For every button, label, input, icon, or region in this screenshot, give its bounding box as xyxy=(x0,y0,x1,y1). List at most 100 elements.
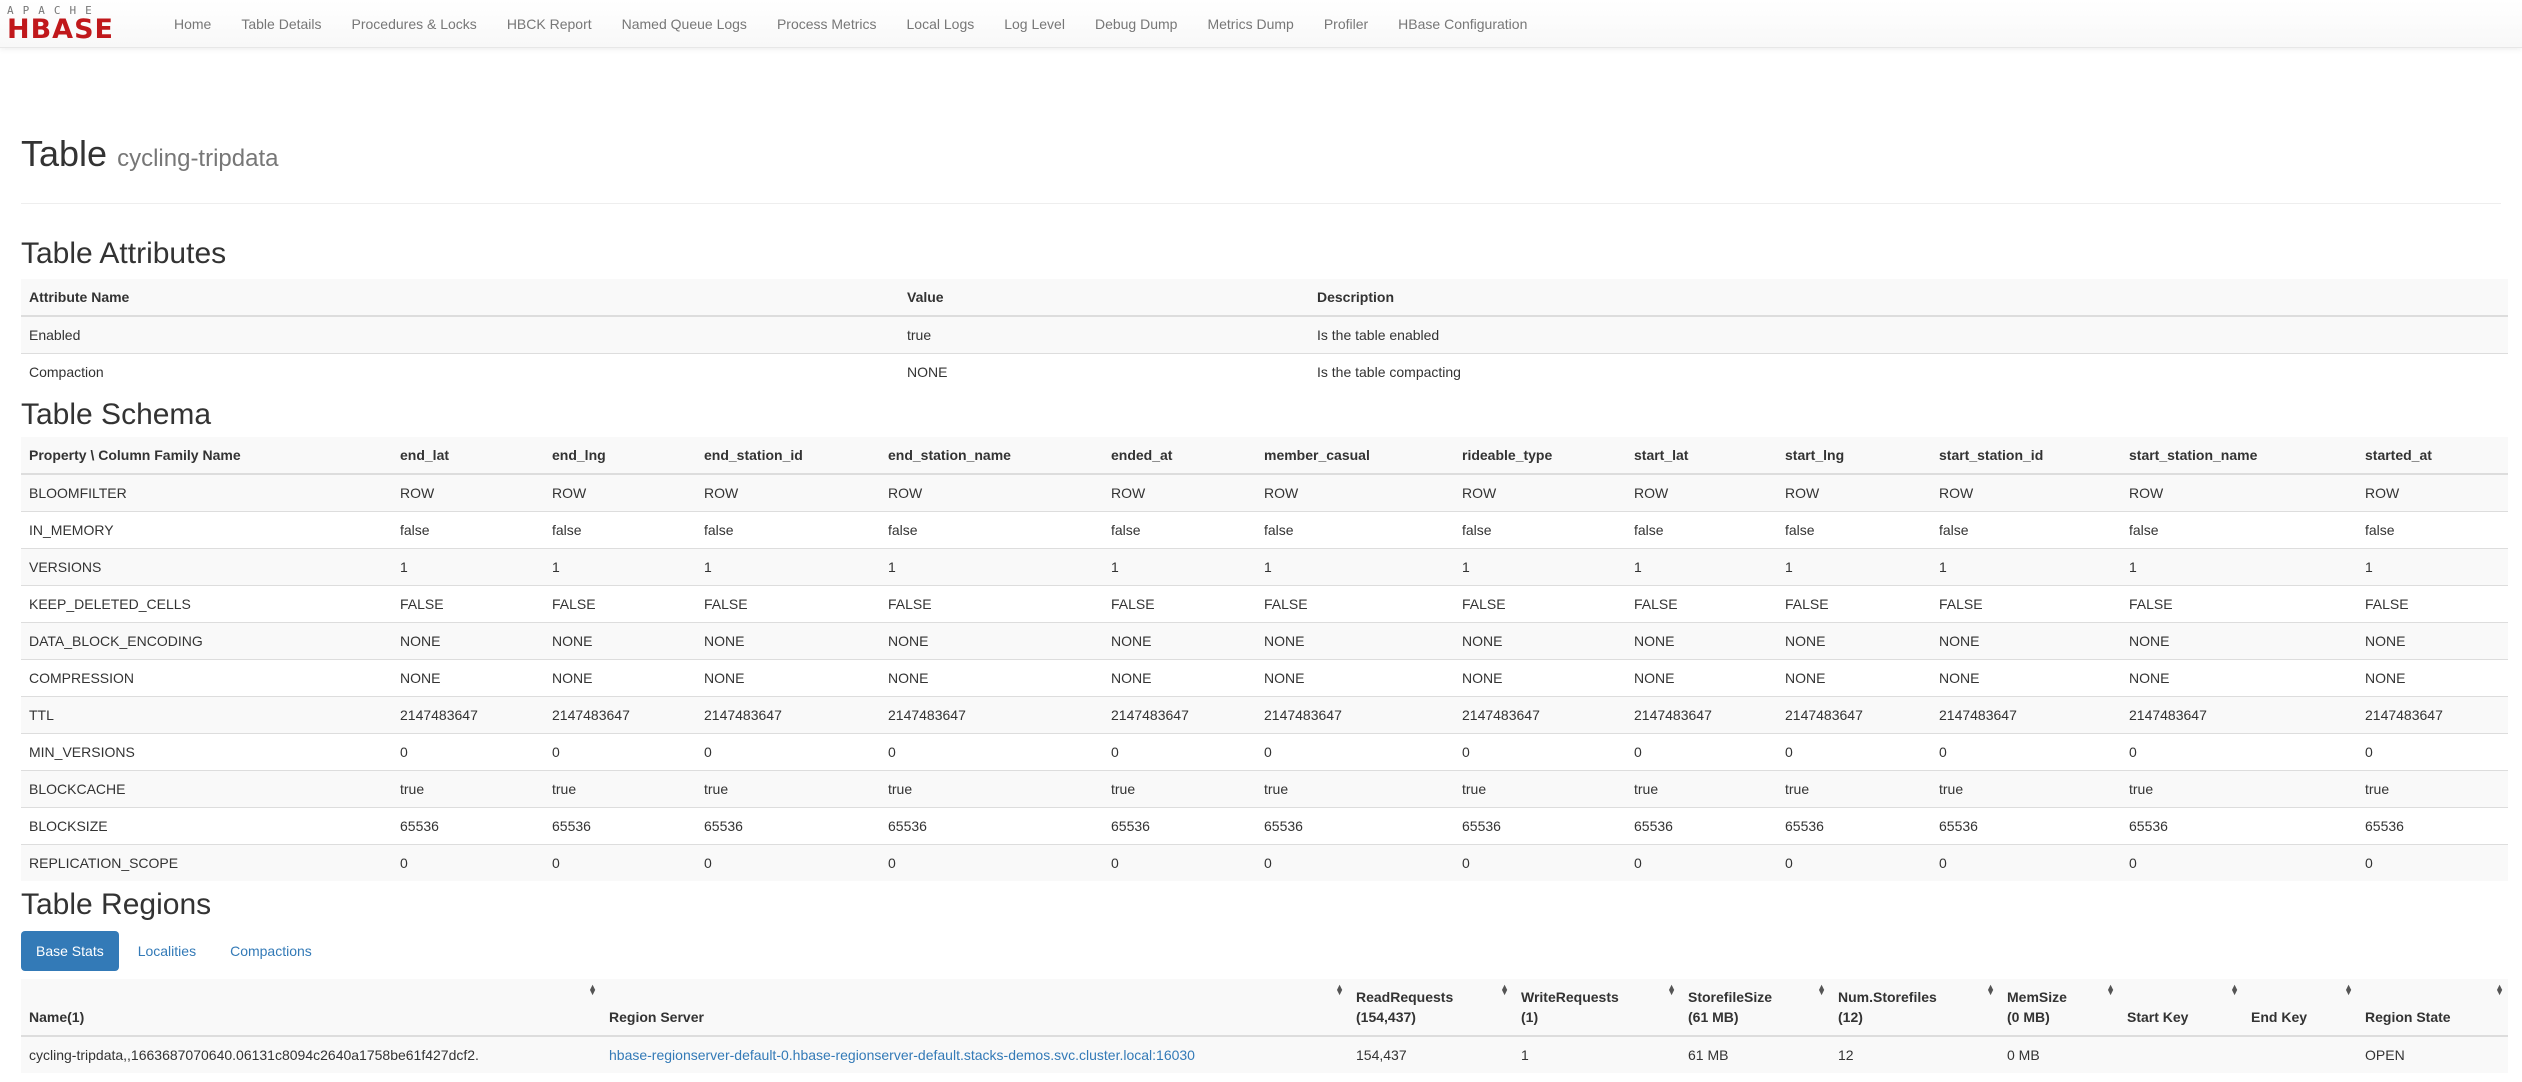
property-value: 2147483647 xyxy=(1454,695,1626,733)
property-value: 0 xyxy=(1256,843,1454,881)
property-value: 1 xyxy=(2357,547,2508,585)
property-value: FALSE xyxy=(1454,584,1626,622)
property-value: NONE xyxy=(696,658,880,696)
table-cell: Compaction xyxy=(21,353,899,391)
nav-item-named-queue-logs[interactable]: Named Queue Logs xyxy=(621,15,747,32)
property-value: ROW xyxy=(696,473,880,511)
property-value: 0 xyxy=(1626,732,1777,770)
property-value: NONE xyxy=(1103,658,1256,696)
property-value: 0 xyxy=(1777,732,1931,770)
hbase-logo[interactable]: APACHE HBASE xyxy=(7,2,147,46)
nav-item-home[interactable]: Home xyxy=(174,15,212,32)
sort-icon[interactable]: ▲ ▼ xyxy=(1500,982,1509,997)
property-value: 2147483647 xyxy=(1777,695,1931,733)
column-header[interactable]: Region State ▲ ▼ xyxy=(2357,979,2508,1037)
property-value: NONE xyxy=(1777,658,1931,696)
tab-localities[interactable]: Localities xyxy=(137,943,197,959)
table-cell: 154,437 xyxy=(1348,1035,1513,1073)
sort-icon[interactable]: ▲ ▼ xyxy=(2230,982,2239,997)
column-header[interactable]: MemSize (0 MB) ▲ ▼ xyxy=(1999,979,2119,1037)
nav-item-hbase-configuration[interactable]: HBase Configuration xyxy=(1398,15,1528,32)
property-value: ROW xyxy=(2121,473,2357,511)
column-header[interactable]: Num.Storefiles (12) ▲ ▼ xyxy=(1830,979,1999,1037)
property-value: 2147483647 xyxy=(1256,695,1454,733)
property-value: ROW xyxy=(1454,473,1626,511)
property-value: true xyxy=(1256,769,1454,807)
sort-icon[interactable]: ▲ ▼ xyxy=(2344,982,2353,997)
property-value: ROW xyxy=(1777,473,1931,511)
sort-icon[interactable]: ▲ ▼ xyxy=(588,982,597,997)
property-value: NONE xyxy=(1626,658,1777,696)
property-value: ROW xyxy=(1931,473,2121,511)
region-server-link[interactable]: hbase-regionserver-default-0.hbase-regio… xyxy=(609,1047,1195,1063)
property-value: 65536 xyxy=(1103,806,1256,844)
property-value: 0 xyxy=(696,843,880,881)
nav-item-log-level[interactable]: Log Level xyxy=(1004,15,1065,32)
table-row: COMPRESSION NONE NONE NONE NONE NONE NONE NONE N… xyxy=(21,658,2508,696)
nav-item-hbck-report[interactable]: HBCK Report xyxy=(506,15,592,32)
nav-item-procedures-locks[interactable]: Procedures & Locks xyxy=(351,15,477,32)
column-header[interactable]: End Key ▲ ▼ xyxy=(2243,979,2357,1037)
nav-item-debug-dump[interactable]: Debug Dump xyxy=(1094,15,1178,32)
property-value: 1 xyxy=(1103,547,1256,585)
column-header-label: Region Server xyxy=(609,1009,704,1025)
table-cell: NONE xyxy=(899,353,1309,391)
sort-icon[interactable]: ▲ ▼ xyxy=(1335,982,1344,997)
table-row: cycling-tripdata,,1663687070640.06131c80… xyxy=(21,1035,2508,1073)
table-row: BLOCKCACHE true true true true true true true tr… xyxy=(21,769,2508,807)
property-value: 1 xyxy=(1931,547,2121,585)
property-value: false xyxy=(1777,510,1931,548)
nav-item-profiler[interactable]: Profiler xyxy=(1323,15,1369,32)
property-value: 0 xyxy=(1931,732,2121,770)
tab-compactions[interactable]: Compactions xyxy=(230,943,312,959)
property-value: 0 xyxy=(880,732,1103,770)
property-value: true xyxy=(1931,769,2121,807)
column-header[interactable]: Region Server ▲ ▼ xyxy=(601,979,1348,1037)
table-regions: Name(1) ▲ ▼ Region Server ▲ ▼ ReadRequests (1… xyxy=(21,979,2508,1073)
table-cell: OPEN xyxy=(2357,1035,2508,1073)
property-value: 2147483647 xyxy=(1626,695,1777,733)
column-header: Property \ Column Family Name xyxy=(21,436,392,475)
column-header: end_station_id xyxy=(696,436,880,475)
sort-icon[interactable]: ▲ ▼ xyxy=(2495,982,2504,997)
column-header-total: (0 MB) xyxy=(2007,1009,2050,1025)
table-cell: Enabled xyxy=(21,315,899,354)
property-value: true xyxy=(1103,769,1256,807)
property-value: true xyxy=(696,769,880,807)
property-name: VERSIONS xyxy=(21,547,392,585)
sort-icon[interactable]: ▲ ▼ xyxy=(1817,982,1826,997)
column-header[interactable]: ReadRequests (154,437) ▲ ▼ xyxy=(1348,979,1513,1037)
tab-base-stats[interactable]: Base Stats xyxy=(21,931,119,971)
property-value: FALSE xyxy=(1777,584,1931,622)
table-row: DATA_BLOCK_ENCODING NONE NONE NONE NONE NONE N… xyxy=(21,621,2508,659)
property-value: NONE xyxy=(2121,658,2357,696)
property-value: 0 xyxy=(1777,843,1931,881)
property-value: ROW xyxy=(1256,473,1454,511)
nav-item-process-metrics[interactable]: Process Metrics xyxy=(776,15,877,32)
column-header: start_lat xyxy=(1626,436,1777,475)
property-name: COMPRESSION xyxy=(21,658,392,696)
sort-icon[interactable]: ▲ ▼ xyxy=(2106,982,2115,997)
header-row: Name(1) ▲ ▼ Region Server ▲ ▼ ReadRequests (1… xyxy=(21,979,2508,1037)
property-value: 0 xyxy=(544,843,696,881)
column-header[interactable]: StorefileSize (61 MB) ▲ ▼ xyxy=(1680,979,1830,1037)
sort-icon[interactable]: ▲ ▼ xyxy=(1667,982,1676,997)
property-value: false xyxy=(392,510,544,548)
column-header-total: (61 MB) xyxy=(1688,1009,1739,1025)
table-row: REPLICATION_SCOPE 0 0 0 0 0 0 0 0 0 0 0 0 xyxy=(21,843,2508,881)
column-header[interactable]: Name(1) ▲ ▼ xyxy=(21,979,601,1037)
property-name: IN_MEMORY xyxy=(21,510,392,548)
column-header[interactable]: WriteRequests (1) ▲ ▼ xyxy=(1513,979,1680,1037)
table-row: BLOCKSIZE 65536 65536 65536 65536 65536 65536 6… xyxy=(21,806,2508,844)
table-row: MIN_VERSIONS 0 0 0 0 0 0 0 0 0 0 0 0 xyxy=(21,732,2508,770)
property-value: 65536 xyxy=(1454,806,1626,844)
nav-item-table-details[interactable]: Table Details xyxy=(241,15,322,32)
property-value: 65536 xyxy=(1931,806,2121,844)
sort-icon[interactable]: ▲ ▼ xyxy=(1986,982,1995,997)
column-header[interactable]: Start Key ▲ ▼ xyxy=(2119,979,2243,1037)
nav-item-metrics-dump[interactable]: Metrics Dump xyxy=(1207,15,1294,32)
nav-item-local-logs[interactable]: Local Logs xyxy=(906,15,975,32)
property-value: 2147483647 xyxy=(1931,695,2121,733)
table-cell: 61 MB xyxy=(1680,1035,1830,1073)
property-value: NONE xyxy=(696,621,880,659)
